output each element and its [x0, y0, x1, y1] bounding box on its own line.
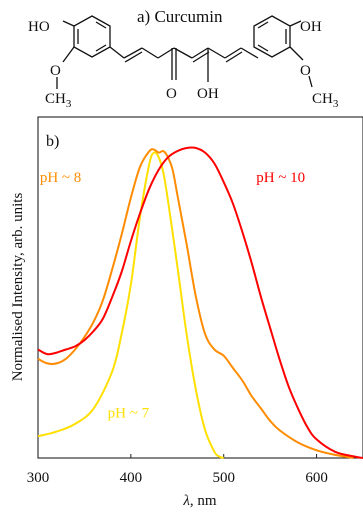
curcumin-structure: [56, 15, 313, 89]
x-ticks: 300 400 500 600: [27, 454, 328, 486]
series-annotation: pH ~ 7: [108, 406, 150, 422]
right-ch3-label: CH3: [312, 91, 339, 110]
series-line-ph10: [37, 146, 363, 459]
x-axis-title: λ, nm: [182, 493, 217, 509]
right-o-label: O: [300, 63, 311, 79]
x-tick-label: 300: [27, 470, 50, 486]
x-tick-label: 500: [212, 470, 235, 486]
x-tick-label: 400: [120, 470, 143, 486]
series-line-ph8: [37, 148, 354, 459]
right-benzene-ring: [253, 15, 291, 58]
plot-frame: [37, 116, 363, 459]
x-tick-label: 600: [305, 470, 328, 486]
series-layer: [37, 146, 363, 459]
panel-label: b): [46, 133, 59, 150]
left-o-label: O: [50, 63, 61, 79]
right-oh-label: OH: [300, 19, 322, 35]
series-annotation: pH ~ 10: [256, 170, 305, 186]
left-ch3-label: CH3: [45, 91, 72, 110]
left-benzene-ring: [73, 15, 111, 58]
series-annotation: pH ~ 8: [40, 170, 81, 186]
annotations: pH ~ 8 pH ~ 10 pH ~ 7: [40, 170, 305, 422]
ketone-o-label: O: [166, 86, 177, 102]
left-oh-label: HO: [28, 19, 50, 35]
series-line-ph7: [37, 151, 225, 459]
enol-oh-label: OH: [197, 86, 219, 102]
y-axis-title: Normalised Intensity, arb. units: [10, 193, 26, 382]
spectra-chart: b) 300 400 500 600 pH ~ 8 pH ~ 10 pH ~ 7 λ, n…: [10, 116, 363, 509]
curcumin-labels: a) Curcumin HO O CH3 O OH OH O CH3: [28, 7, 339, 110]
structure-title: a) Curcumin: [137, 7, 223, 26]
